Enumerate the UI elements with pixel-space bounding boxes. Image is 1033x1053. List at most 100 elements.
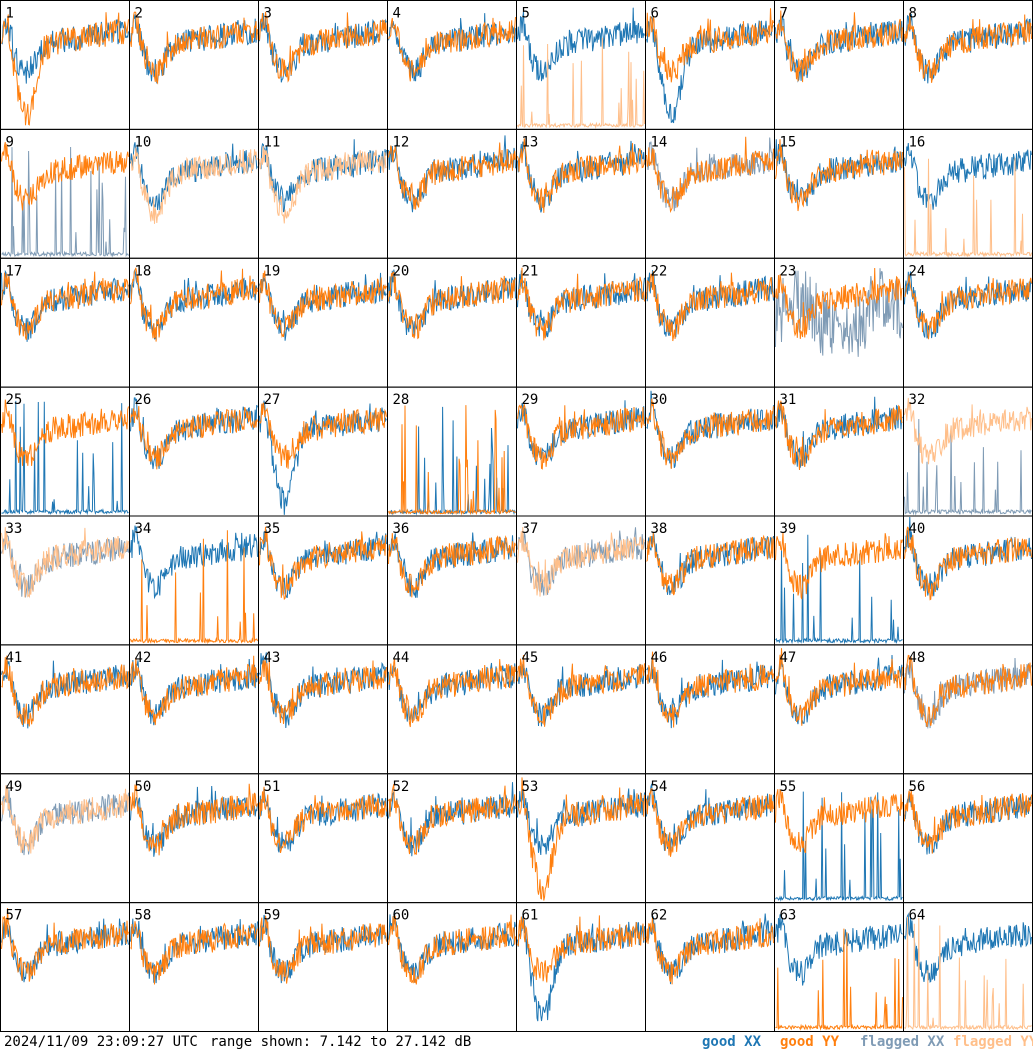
- yy-line-21: [517, 267, 645, 341]
- panel-44: 44: [387, 644, 517, 775]
- yy-line-42: [130, 655, 258, 726]
- xx-line-34: [130, 525, 258, 600]
- panel-14: 14: [645, 128, 775, 259]
- panel-label-61: 61: [522, 908, 539, 924]
- panel-label-40: 40: [909, 521, 926, 537]
- panel-2: 2: [129, 0, 259, 130]
- panel-12: 12: [387, 128, 517, 259]
- panel-label-27: 27: [264, 392, 281, 408]
- panel-6: 6: [645, 0, 775, 130]
- yy-line-55: [775, 788, 903, 854]
- timestamp: 2024/11/09 23:09:27 UTC: [4, 1034, 198, 1050]
- legend-good-xx: good XX: [702, 1034, 762, 1050]
- yy-line-53: [517, 777, 645, 901]
- panel-label-14: 14: [651, 134, 668, 150]
- panel-label-31: 31: [780, 392, 797, 408]
- xx-line-13: [517, 140, 645, 213]
- panel-label-49: 49: [6, 779, 23, 795]
- panel-62: 62: [645, 902, 775, 1032]
- panel-label-51: 51: [264, 779, 281, 795]
- panel-7: 7: [774, 0, 904, 130]
- yy-line-38: [646, 532, 774, 596]
- yy-line-49: [1, 785, 129, 854]
- xx-line-63: [775, 914, 903, 986]
- yy-line-4: [388, 16, 516, 82]
- panel-label-48: 48: [909, 650, 926, 666]
- panel-label-46: 46: [651, 650, 668, 666]
- panel-49: 49: [0, 773, 130, 904]
- panel-label-59: 59: [264, 908, 281, 924]
- xx-line-14: [646, 137, 774, 212]
- xx-line-6: [646, 16, 774, 124]
- panel-label-36: 36: [393, 521, 410, 537]
- yy-line-16: [904, 157, 1032, 258]
- panel-31: 31: [774, 386, 904, 517]
- panel-label-11: 11: [264, 134, 281, 150]
- xx-line-64: [904, 912, 1032, 983]
- panel-33: 33: [0, 515, 130, 646]
- panel-40: 40: [903, 515, 1033, 646]
- panel-30: 30: [645, 386, 775, 517]
- panel-label-18: 18: [135, 263, 152, 279]
- panel-label-13: 13: [522, 134, 539, 150]
- panel-17: 17: [0, 257, 130, 388]
- panel-label-26: 26: [135, 392, 152, 408]
- xx-line-48: [904, 657, 1032, 730]
- yy-line-24: [904, 275, 1032, 340]
- panel-label-42: 42: [135, 650, 152, 666]
- panel-15: 15: [774, 128, 904, 259]
- yy-line-27: [259, 402, 387, 469]
- yy-line-15: [775, 139, 903, 212]
- panel-label-12: 12: [393, 134, 410, 150]
- panel-label-6: 6: [651, 6, 659, 22]
- panel-29: 29: [516, 386, 646, 517]
- yy-line-40: [904, 526, 1032, 601]
- panel-35: 35: [258, 515, 388, 646]
- panel-label-29: 29: [522, 392, 539, 408]
- yy-line-37: [517, 526, 645, 597]
- panel-label-56: 56: [909, 779, 926, 795]
- yy-line-48: [904, 654, 1032, 727]
- yy-line-60: [388, 914, 516, 985]
- panel-36: 36: [387, 515, 517, 646]
- yy-line-44: [388, 658, 516, 728]
- xx-line-25: [1, 400, 129, 516]
- panel-label-41: 41: [6, 650, 23, 666]
- panel-label-55: 55: [780, 779, 797, 795]
- yy-line-56: [904, 789, 1032, 854]
- panel-label-7: 7: [780, 6, 788, 22]
- xx-line-5: [517, 7, 645, 82]
- panel-label-5: 5: [522, 6, 530, 22]
- panel-label-32: 32: [909, 392, 926, 408]
- panel-label-25: 25: [6, 392, 23, 408]
- panel-27: 27: [258, 386, 388, 517]
- panel-10: 10: [129, 128, 259, 259]
- panel-34: 34: [129, 515, 259, 646]
- xx-line-49: [1, 785, 129, 856]
- yy-line-5: [517, 37, 645, 130]
- panel-51: 51: [258, 773, 388, 904]
- yy-line-9: [1, 141, 129, 211]
- yy-line-58: [130, 921, 258, 985]
- panel-label-8: 8: [909, 6, 917, 22]
- panel-label-2: 2: [135, 6, 143, 22]
- yy-line-64: [904, 916, 1032, 1031]
- xx-line-47: [775, 654, 903, 725]
- panel-39: 39: [774, 515, 904, 646]
- footer-bar: 2024/11/09 23:09:27 UTC range shown: 7.1…: [0, 1032, 1033, 1053]
- panel-26: 26: [129, 386, 259, 517]
- panel-label-63: 63: [780, 908, 797, 924]
- yy-line-10: [130, 147, 258, 224]
- xx-line-10: [130, 142, 258, 211]
- xx-line-62: [646, 913, 774, 985]
- xx-line-53: [517, 788, 645, 856]
- yy-line-11: [259, 146, 387, 224]
- panel-55: 55: [774, 773, 904, 904]
- panel-label-35: 35: [264, 521, 281, 537]
- yy-line-20: [388, 271, 516, 340]
- panel-label-17: 17: [6, 263, 23, 279]
- panel-label-20: 20: [393, 263, 410, 279]
- panel-56: 56: [903, 773, 1033, 904]
- panel-label-60: 60: [393, 908, 410, 924]
